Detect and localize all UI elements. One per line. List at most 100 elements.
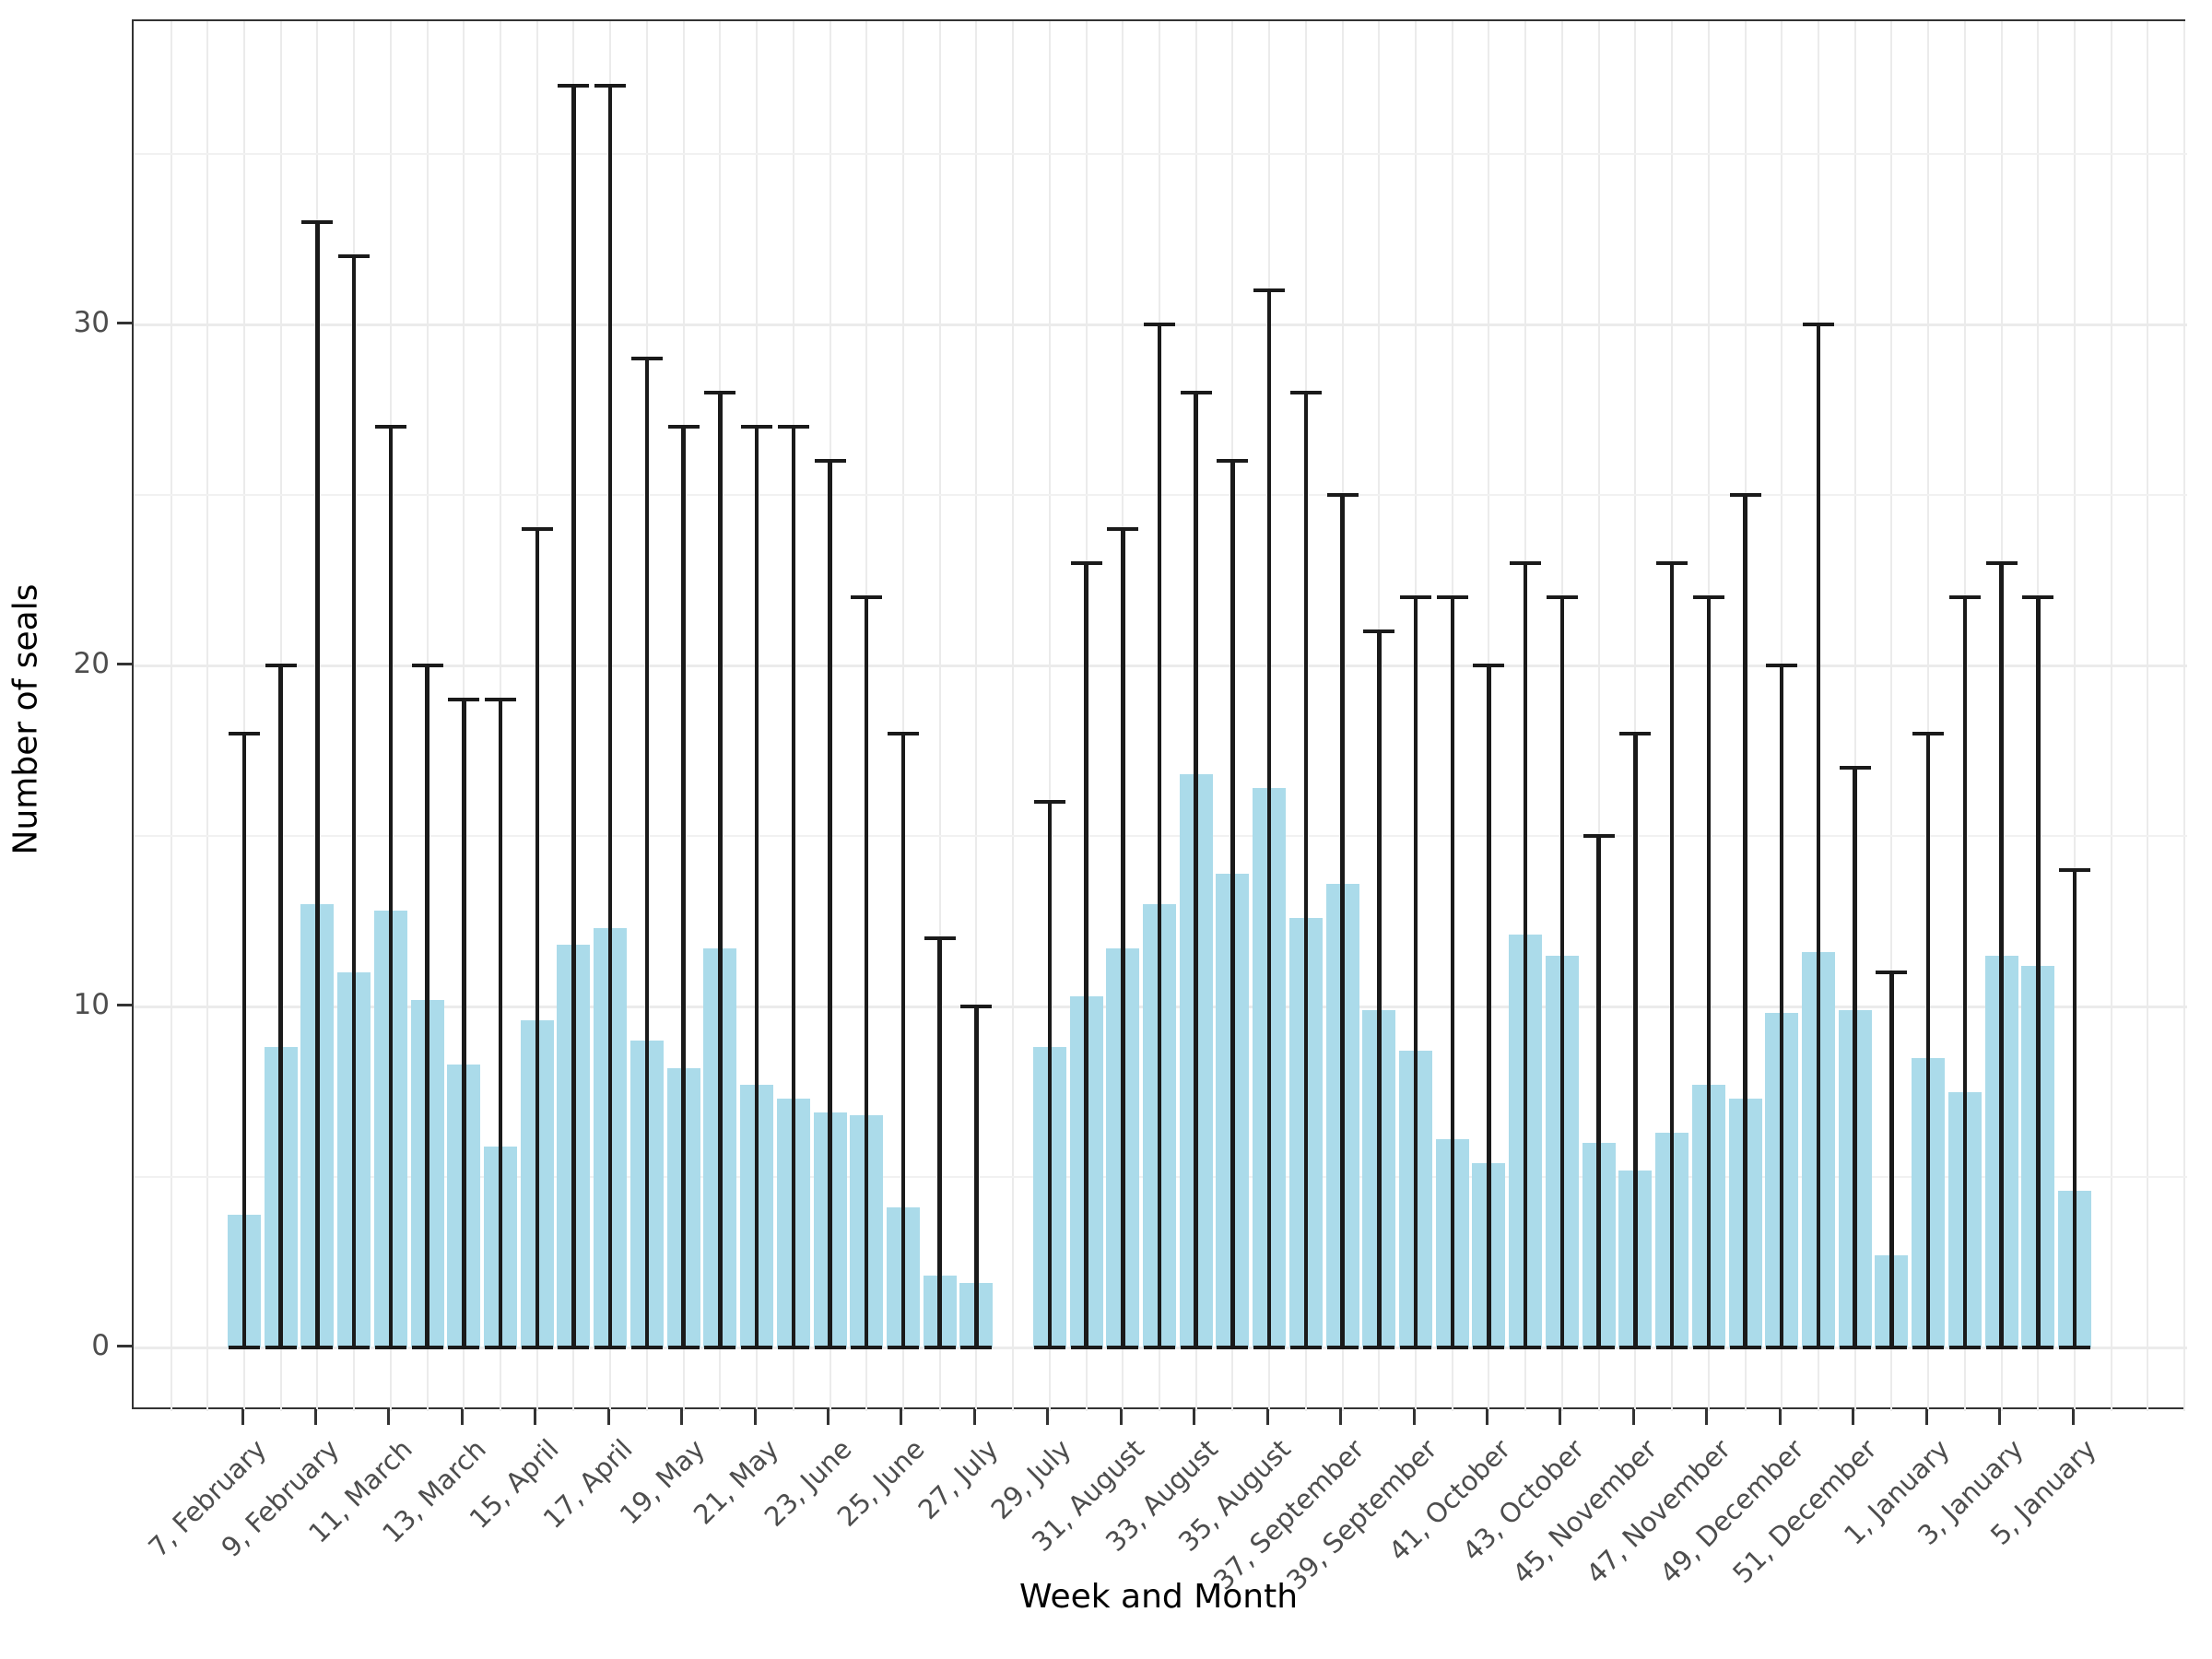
errorbar-stem-week-33 <box>1194 393 1198 1347</box>
errorbar-top-cap-week-36 <box>1289 390 1322 395</box>
vertical-gridline <box>1048 21 1051 1411</box>
errorbar-top-cap-week-46 <box>1656 560 1688 566</box>
x-axis-tick-week-13 <box>460 1409 464 1425</box>
errorbar-top-cap-week-50 <box>1802 322 1834 327</box>
errorbar-stem-week-34 <box>1230 461 1235 1347</box>
errorbar-stem-week-40 <box>1450 597 1454 1347</box>
errorbar-bottom-cap-week-24 <box>851 1345 883 1350</box>
x-axis-tick-week-47 <box>1705 1409 1709 1425</box>
errorbar-bottom-cap-week-46 <box>1656 1345 1688 1350</box>
errorbar-bottom-cap-week-37 <box>1326 1345 1359 1350</box>
errorbar-top-cap-week-30 <box>1070 560 1102 566</box>
vertical-gridline <box>1927 21 1930 1411</box>
y-tick-label-10: 10 <box>73 987 110 1021</box>
errorbar-top-cap-week-10 <box>338 253 371 259</box>
errorbar-top-cap-week-38 <box>1363 629 1395 634</box>
errorbar-stem-week-27 <box>974 1006 979 1347</box>
errorbar-bottom-cap-week-52 <box>1876 1345 1908 1350</box>
y-axis-tick-20 <box>117 662 132 665</box>
y-axis-tick-30 <box>117 321 132 324</box>
vertical-gridline <box>2074 21 2076 1411</box>
errorbar-bottom-cap-week-20 <box>704 1345 736 1350</box>
errorbar-bottom-cap-week-19 <box>667 1345 700 1350</box>
x-axis-tick-week-7 <box>241 1409 244 1425</box>
errorbar-top-cap-week-37 <box>1326 492 1359 498</box>
vertical-gridline <box>2110 21 2112 1411</box>
errorbar-top-cap-week-4 <box>2022 594 2054 600</box>
errorbar-stem-week-43 <box>1559 597 1565 1347</box>
errorbar-top-cap-week-39 <box>1400 594 1432 600</box>
vertical-gridline <box>1012 21 1015 1411</box>
x-axis-tick-week-15 <box>534 1409 537 1425</box>
errorbar-stem-week-17 <box>607 86 613 1347</box>
x-tick-label-text: 27, July <box>912 1433 1005 1526</box>
vertical-gridline <box>1634 21 1637 1411</box>
x-axis-tick-week-19 <box>680 1409 684 1425</box>
x-axis-tick-week-9 <box>313 1409 317 1425</box>
errorbar-stem-week-32 <box>1157 324 1162 1347</box>
errorbar-bottom-cap-week-14 <box>485 1345 517 1350</box>
errorbar-stem-week-22 <box>791 427 796 1347</box>
errorbar-stem-week-5 <box>2072 870 2077 1347</box>
errorbar-stem-week-20 <box>718 393 723 1347</box>
errorbar-top-cap-week-3 <box>1985 560 2018 566</box>
errorbar-stem-week-45 <box>1633 734 1638 1347</box>
errorbar-stem-week-44 <box>1596 836 1601 1347</box>
errorbar-stem-week-23 <box>828 461 832 1347</box>
errorbar-stem-week-52 <box>1889 972 1894 1347</box>
errorbar-bottom-cap-week-42 <box>1510 1345 1542 1350</box>
errorbar-stem-week-4 <box>2036 597 2041 1347</box>
errorbar-top-cap-week-45 <box>1619 731 1652 736</box>
errorbar-top-cap-week-20 <box>704 390 736 395</box>
errorbar-stem-week-3 <box>1999 563 2004 1347</box>
errorbar-stem-week-15 <box>535 529 539 1347</box>
errorbar-stem-week-18 <box>644 359 650 1347</box>
errorbar-top-cap-week-19 <box>667 424 700 429</box>
errorbar-top-cap-week-41 <box>1473 663 1505 668</box>
errorbar-top-cap-week-40 <box>1436 594 1468 600</box>
errorbar-top-cap-week-7 <box>229 731 260 736</box>
errorbar-stem-week-30 <box>1084 563 1088 1347</box>
x-axis-tick-week-17 <box>606 1409 610 1425</box>
errorbar-bottom-cap-week-21 <box>741 1345 773 1350</box>
errorbar-top-cap-week-27 <box>960 1004 993 1009</box>
errorbar-top-cap-week-9 <box>301 219 334 225</box>
vertical-gridline <box>901 21 904 1411</box>
errorbar-bottom-cap-week-51 <box>1839 1345 1871 1350</box>
x-axis-tick-week-33 <box>1193 1409 1196 1425</box>
errorbar-stem-week-9 <box>315 222 320 1347</box>
errorbar-bottom-cap-week-16 <box>558 1345 590 1350</box>
errorbar-top-cap-week-2 <box>1948 594 1981 600</box>
errorbar-stem-week-37 <box>1340 495 1345 1347</box>
errorbar-stem-week-47 <box>1706 597 1712 1347</box>
errorbar-stem-week-48 <box>1743 495 1747 1347</box>
errorbar-top-cap-week-17 <box>594 83 627 88</box>
errorbar-bottom-cap-week-23 <box>814 1345 846 1350</box>
errorbar-stem-week-16 <box>571 86 576 1347</box>
errorbar-bottom-cap-week-12 <box>411 1345 443 1350</box>
errorbar-stem-week-31 <box>1121 529 1125 1347</box>
errorbar-top-cap-week-31 <box>1107 526 1139 532</box>
errorbar-top-cap-week-26 <box>924 935 956 941</box>
errorbar-stem-week-25 <box>900 734 906 1347</box>
errorbar-top-cap-week-16 <box>558 83 590 88</box>
errorbar-stem-week-26 <box>937 938 942 1347</box>
errorbar-bottom-cap-week-9 <box>301 1345 334 1350</box>
errorbar-top-cap-week-13 <box>448 697 480 702</box>
errorbar-stem-week-38 <box>1377 631 1382 1347</box>
errorbar-stem-week-46 <box>1669 563 1675 1347</box>
errorbar-top-cap-week-49 <box>1766 663 1798 668</box>
vertical-gridline <box>170 21 172 1411</box>
errorbar-top-cap-week-8 <box>265 663 297 668</box>
errorbar-stem-week-51 <box>1853 768 1857 1347</box>
errorbar-stem-week-36 <box>1303 393 1309 1347</box>
errorbar-stem-week-14 <box>498 700 503 1347</box>
y-axis-tick-0 <box>117 1344 132 1347</box>
vertical-gridline <box>1890 21 1893 1411</box>
vertical-gridline <box>975 21 978 1411</box>
errorbar-stem-week-42 <box>1523 563 1528 1347</box>
x-axis-tick-week-43 <box>1559 1409 1562 1425</box>
errorbar-bottom-cap-week-33 <box>1180 1345 1212 1350</box>
errorbar-top-cap-week-33 <box>1180 390 1212 395</box>
errorbar-top-cap-week-52 <box>1876 970 1908 975</box>
